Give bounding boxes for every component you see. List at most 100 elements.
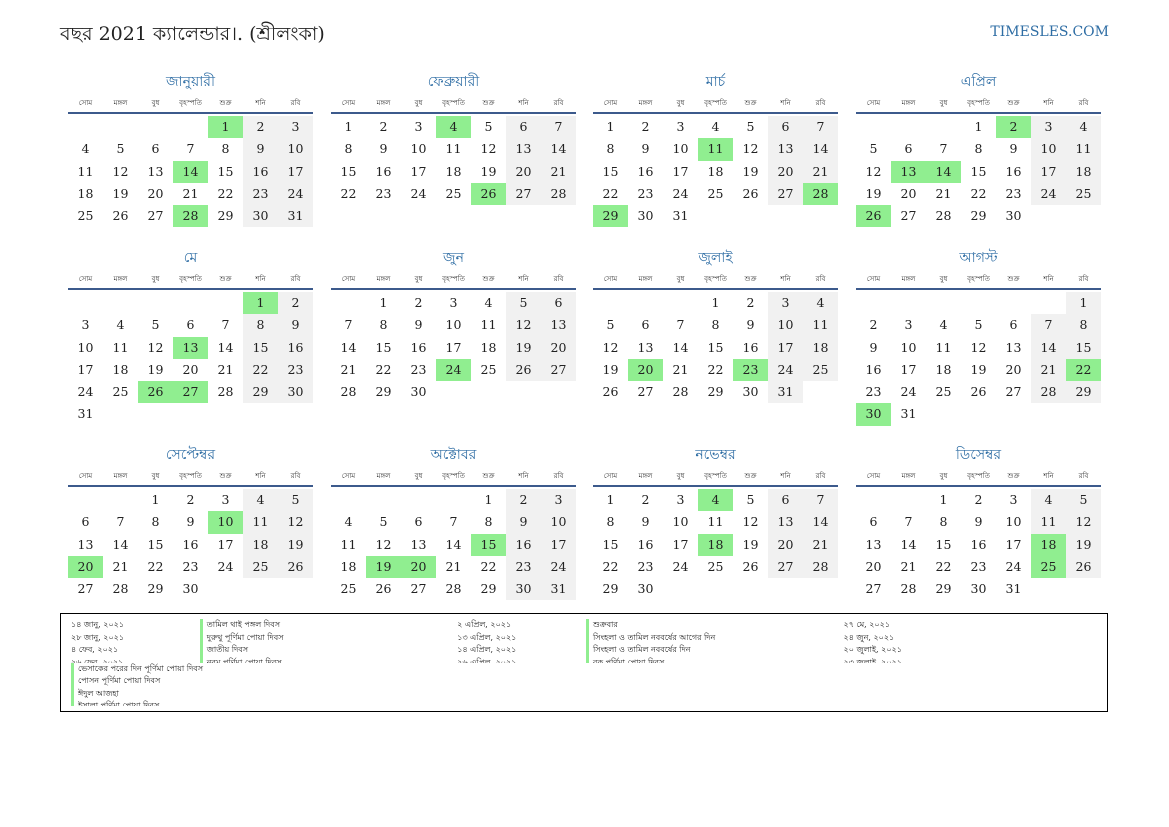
weekday-label: বৃহস্পতি — [442, 99, 465, 107]
weekday-label: শনি — [1043, 472, 1054, 480]
weekday-label: মঙ্গল — [901, 99, 916, 107]
day-cell: 15 — [602, 536, 619, 552]
day-cell: 1 — [711, 295, 720, 310]
day-cell: 1 — [344, 119, 353, 134]
day-cell: 10 — [410, 141, 427, 157]
day-cell: 15 — [1066, 336, 1101, 359]
day-cell: 11 — [1066, 138, 1101, 161]
day-cell: 20 — [768, 533, 803, 556]
empty-cell — [856, 489, 891, 511]
month-calendar: এপ্রিল সোম মঙ্গল বুধ বৃহস্পতি শুক্র শনি রবি 1 2 3 4… — [856, 70, 1101, 228]
day-cell: 21 — [935, 185, 952, 201]
day-cell: 16 — [1005, 163, 1022, 179]
holiday-date-column: ২৭ মে, ২০২১ ২৪ জুন, ২০২১ ২০ জুলাই, ২০২১ ২৩ … — [844, 619, 969, 663]
day-cell: 19 — [366, 555, 401, 579]
weekday-label: শুক্র — [744, 275, 757, 283]
month-calendar: অক্টোবর সোম মঙ্গল বুধ বৃহস্পতি শুক্র শনি রবি 1 2 3… — [331, 443, 576, 601]
weekday-label: বুধ — [676, 472, 685, 480]
day-cell: 29 — [217, 208, 234, 224]
day-cell: 18 — [445, 163, 462, 179]
holiday-date-column: ২ এপ্রিল, ২০২১ ১৩ এপ্রিল, ২০২১ ১৪ এপ্রিল, … — [457, 619, 582, 663]
weekday-header: সোম মঙ্গল বুধ বৃহস্পতি শুক্র শনি রবি — [331, 94, 576, 114]
day-cell: 17 — [672, 163, 689, 179]
holiday-date: ৪ ফেব, ২০২১ — [71, 645, 119, 654]
day-cell: 12 — [375, 536, 392, 552]
weekday-header: সোম মঙ্গল বুধ বৃহস্পতি শুক্র শনি রবি — [68, 270, 313, 290]
weekday-label: শনি — [255, 99, 266, 107]
weekday-label: মঙ্গল — [638, 472, 653, 480]
day-cell: 7 — [344, 317, 353, 333]
day-cell: 7 — [186, 141, 195, 157]
holiday-name: পোসন পূর্ণিমা পোয়া দিবস — [78, 676, 161, 685]
day-cell: 8 — [939, 514, 948, 530]
day-cell: 29 — [147, 581, 164, 597]
month-name: আগস্ট — [959, 250, 998, 266]
days-grid: 1 2 3 4 5 6 7 8 9 10 11 12 13 14 15 16 17 18 19 20 21 22 23 24 2… — [331, 114, 576, 206]
day-cell: 9 — [1009, 141, 1018, 157]
weekday-label: শুক্র — [1007, 472, 1020, 480]
weekday-label: রবি — [290, 99, 301, 107]
weekday-label: বুধ — [676, 275, 685, 283]
day-cell: 16 — [410, 339, 427, 355]
day-cell: 26 — [856, 205, 891, 228]
weekday-label: রবি — [815, 99, 826, 107]
day-cell: 3 — [1031, 116, 1066, 139]
weekday-label: বৃহস্পতি — [442, 275, 465, 283]
day-cell: 3 — [676, 119, 685, 134]
weekday-label: বৃহস্পতি — [967, 472, 990, 480]
weekday-label: মঙ্গল — [113, 472, 128, 480]
day-cell: 8 — [606, 514, 615, 530]
day-cell: 5 — [1066, 489, 1101, 512]
day-cell: 3 — [904, 317, 913, 333]
day-cell: 29 — [707, 384, 724, 400]
day-cell: 13 — [891, 160, 926, 183]
day-cell: 30 — [742, 384, 759, 400]
day-cell: 15 — [602, 163, 619, 179]
day-cell: 6 — [641, 317, 650, 333]
weekday-label: শুক্র — [219, 99, 232, 107]
day-cell: 28 — [935, 208, 952, 224]
weekday-label: মঙ্গল — [638, 275, 653, 283]
day-cell: 22 — [243, 358, 278, 382]
day-cell: 15 — [243, 336, 278, 359]
day-cell: 21 — [112, 558, 129, 574]
empty-cell — [138, 292, 173, 314]
day-cell: 7 — [803, 489, 838, 512]
weekday-header: সোম মঙ্গল বুধ বৃহস্পতি শুক্র শনি রবি — [856, 270, 1101, 290]
day-cell: 8 — [974, 141, 983, 157]
day-cell: 29 — [243, 381, 278, 404]
day-cell: 6 — [541, 292, 576, 315]
weekday-label: মঙ্গল — [901, 472, 916, 480]
day-cell: 19 — [278, 533, 313, 556]
site-link[interactable]: TIMESLES.COM — [990, 24, 1109, 40]
day-cell: 25 — [707, 558, 724, 574]
day-cell: 5 — [606, 317, 615, 333]
day-cell: 19 — [865, 185, 882, 201]
weekday-label: বৃহস্পতি — [967, 99, 990, 107]
day-cell: 6 — [151, 141, 160, 157]
day-cell: 9 — [974, 514, 983, 530]
holiday-name-column: তামিল থাই পঙ্গল দিবস দুরুথু পূর্ণিমা পোয়… — [199, 619, 454, 663]
day-cell: 1 — [1066, 292, 1101, 315]
day-cell: 21 — [803, 533, 838, 556]
day-cell: 24 — [436, 358, 471, 382]
day-cell: 3 — [414, 119, 423, 134]
day-cell: 4 — [1031, 489, 1066, 512]
holiday-name: সিংহলা ও তামিল নববর্ষের দিন — [593, 645, 691, 654]
month-name: এপ্রিল — [960, 74, 997, 90]
holiday-date: ২৪ জুন, ২০২১ — [843, 632, 895, 642]
empty-cell — [926, 116, 961, 138]
day-cell: 4 — [81, 141, 90, 157]
days-grid: 1 2 3 4 5 6 7 8 9 10 11 12 13 14 15 16 17 18 19 20 21 22 23 24 2… — [856, 114, 1101, 228]
day-cell: 28 — [112, 581, 129, 597]
day-cell: 8 — [151, 514, 160, 530]
day-cell: 2 — [243, 116, 278, 139]
day-cell: 31 — [77, 406, 94, 422]
holiday-date: ১৪ জানু, ২০২১ — [71, 620, 125, 629]
day-cell: 1 — [606, 492, 615, 507]
day-cell: 18 — [77, 185, 94, 201]
day-cell: 8 — [344, 141, 353, 157]
day-cell: 29 — [935, 581, 952, 597]
day-cell: 24 — [768, 358, 803, 382]
weekday-label: শুক্র — [219, 472, 232, 480]
